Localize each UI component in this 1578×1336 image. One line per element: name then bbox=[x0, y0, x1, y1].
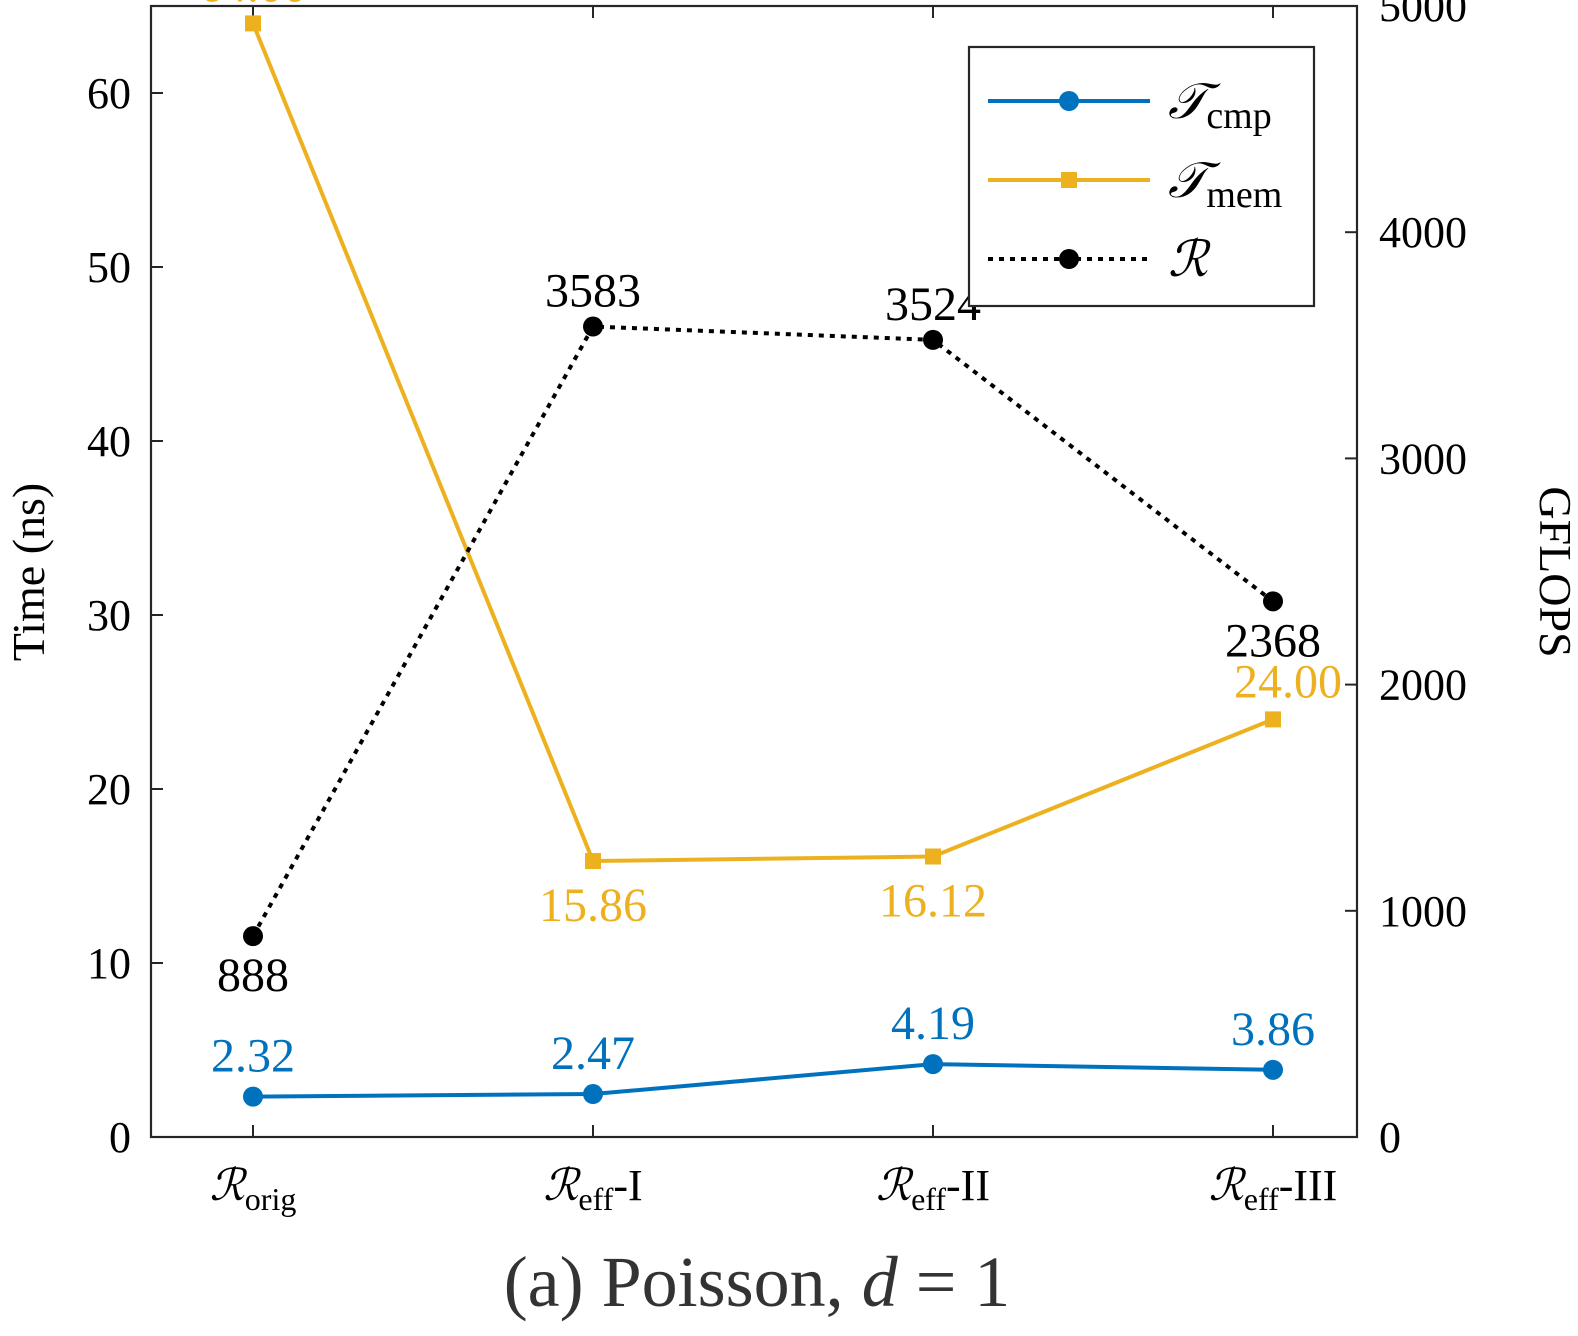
right-tick-label: 5000 bbox=[1379, 0, 1467, 31]
data-label: 15.86 bbox=[539, 879, 647, 932]
left-tick-label: 60 bbox=[87, 69, 131, 118]
series-line-t-cmp bbox=[252, 1062, 1274, 1099]
series-line-r bbox=[251, 324, 1275, 938]
data-label: 2.47 bbox=[551, 1027, 635, 1080]
data-label: 3583 bbox=[545, 265, 641, 318]
legend-label: 𝒯cmp bbox=[1168, 72, 1272, 137]
left-tick-label: 0 bbox=[109, 1113, 131, 1162]
data-point bbox=[1263, 591, 1283, 612]
data-label: 2.32 bbox=[211, 1030, 295, 1083]
x-tick-label: ℛeff-II bbox=[876, 1160, 990, 1217]
data-point bbox=[243, 926, 263, 947]
data-label: 888 bbox=[217, 949, 289, 1002]
left-tick-label: 40 bbox=[87, 417, 131, 466]
data-point bbox=[925, 848, 941, 865]
data-label: 3524 bbox=[885, 278, 981, 331]
data-point bbox=[923, 329, 943, 350]
data-label: 3.86 bbox=[1231, 1003, 1315, 1056]
data-point bbox=[1263, 1059, 1283, 1080]
right-tick-label: 3000 bbox=[1379, 434, 1467, 483]
data-point bbox=[245, 15, 261, 32]
data-point bbox=[585, 853, 601, 870]
data-label: 4.19 bbox=[891, 997, 975, 1050]
caption-layer: (a) Poisson, d = 1 bbox=[504, 1242, 1011, 1322]
data-point bbox=[923, 1054, 943, 1075]
data-label: 64.00 bbox=[199, 0, 307, 12]
data-point bbox=[583, 1084, 603, 1105]
right-tick-label: 4000 bbox=[1379, 208, 1467, 257]
left-tick-label: 50 bbox=[87, 243, 131, 292]
left-tick-label: 20 bbox=[87, 765, 131, 814]
left-axis-title: Time (ns) bbox=[3, 483, 54, 662]
legend-box bbox=[967, 45, 1316, 308]
series-line-t-mem bbox=[251, 22, 1274, 864]
right-tick-label: 0 bbox=[1379, 1113, 1401, 1162]
data-point bbox=[243, 1086, 263, 1107]
series-layer bbox=[243, 15, 1283, 1107]
x-tick-label: ℛeff-I bbox=[543, 1160, 642, 1217]
axes-layer: 0 10 20 30 40 50 60 0 1000 2000 3000 4000 5000 ℛorig ℛ… bbox=[3, 0, 1578, 1217]
data-point bbox=[1265, 711, 1281, 728]
x-tick-label: ℛorig bbox=[210, 1160, 297, 1217]
data-point bbox=[583, 316, 603, 337]
left-tick-label: 10 bbox=[87, 939, 131, 988]
legend-marker bbox=[1059, 91, 1079, 111]
legend-marker bbox=[1059, 249, 1079, 269]
data-label: 16.12 bbox=[879, 875, 987, 928]
legend-marker bbox=[1061, 172, 1077, 188]
data-label: 24.00 bbox=[1234, 655, 1342, 708]
x-tick-label: ℛeff-III bbox=[1209, 1160, 1338, 1217]
right-tick-label: 2000 bbox=[1379, 661, 1467, 710]
right-axis-title: GFLOPS bbox=[1530, 486, 1578, 657]
data-label-layer: 2.32 2.47 4.19 3.86 64.00 15.86 16.12 24.00 888 3… bbox=[199, 0, 1342, 1083]
chart-caption: (a) Poisson, d = 1 bbox=[504, 1242, 1011, 1322]
legend-label: ℛ bbox=[1168, 230, 1211, 288]
left-tick-label: 30 bbox=[87, 591, 131, 640]
data-label: 2368 bbox=[1225, 614, 1321, 667]
right-tick-label: 1000 bbox=[1379, 887, 1467, 936]
plot-frame bbox=[149, 4, 1359, 1139]
